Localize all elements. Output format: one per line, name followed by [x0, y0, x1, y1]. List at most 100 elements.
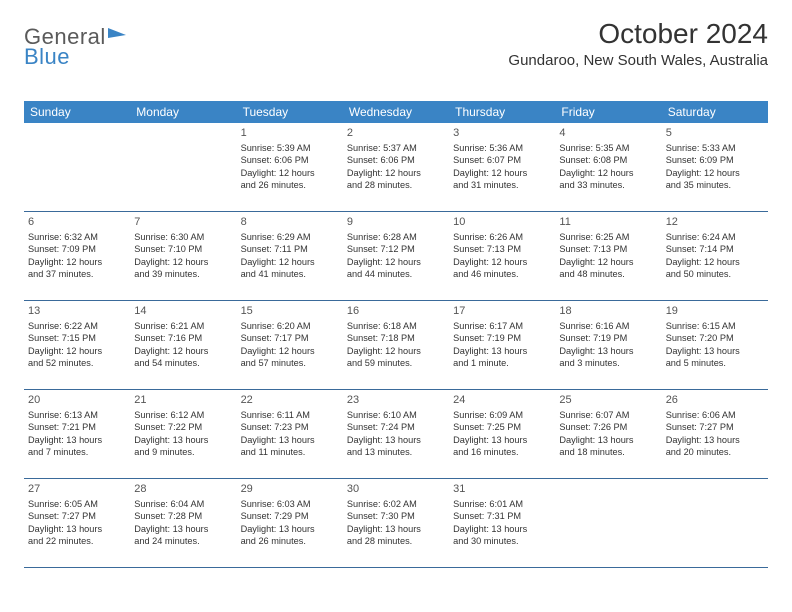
day-number: 7 — [134, 215, 232, 230]
day-info-line: Sunrise: 6:21 AM — [134, 320, 232, 332]
day-info-line: Daylight: 13 hours — [28, 523, 126, 535]
dow-header: Friday — [555, 101, 661, 123]
dow-header: Wednesday — [343, 101, 449, 123]
day-cell: 25Sunrise: 6:07 AMSunset: 7:26 PMDayligh… — [555, 390, 661, 478]
day-info-line: Sunset: 7:29 PM — [241, 510, 339, 522]
day-info-line: Sunrise: 6:16 AM — [559, 320, 657, 332]
day-info-line: Sunset: 7:10 PM — [134, 243, 232, 255]
day-info-line: Daylight: 13 hours — [347, 523, 445, 535]
day-number: 25 — [559, 393, 657, 408]
day-cell: 12Sunrise: 6:24 AMSunset: 7:14 PMDayligh… — [662, 212, 768, 300]
day-info-line: and 52 minutes. — [28, 357, 126, 369]
day-info-line: and 39 minutes. — [134, 268, 232, 280]
day-cell: 8Sunrise: 6:29 AMSunset: 7:11 PMDaylight… — [237, 212, 343, 300]
day-info-line: Sunrise: 6:02 AM — [347, 498, 445, 510]
day-info-line: and 46 minutes. — [453, 268, 551, 280]
day-info-line: Daylight: 12 hours — [134, 256, 232, 268]
day-info-line: and 16 minutes. — [453, 446, 551, 458]
day-info-line: Sunrise: 6:06 AM — [666, 409, 764, 421]
day-info-line: Sunset: 7:15 PM — [28, 332, 126, 344]
logo-triangle-icon — [108, 28, 126, 38]
day-info-line: and 57 minutes. — [241, 357, 339, 369]
day-cell: 4Sunrise: 5:35 AMSunset: 6:08 PMDaylight… — [555, 123, 661, 211]
day-info-line: and 37 minutes. — [28, 268, 126, 280]
day-info-line: Sunset: 7:18 PM — [347, 332, 445, 344]
day-info-line: Daylight: 12 hours — [241, 167, 339, 179]
day-number: 12 — [666, 215, 764, 230]
day-info-line: Daylight: 12 hours — [666, 256, 764, 268]
day-cell: 27Sunrise: 6:05 AMSunset: 7:27 PMDayligh… — [24, 479, 130, 567]
day-number: 1 — [241, 126, 339, 141]
day-info-line: and 33 minutes. — [559, 179, 657, 191]
week-row: 13Sunrise: 6:22 AMSunset: 7:15 PM Dayligh… — [24, 301, 768, 390]
day-number: 19 — [666, 304, 764, 319]
day-cell — [662, 479, 768, 567]
day-info-line: Daylight: 13 hours — [134, 523, 232, 535]
day-info-line: Sunset: 6:08 PM — [559, 154, 657, 166]
day-number: 3 — [453, 126, 551, 141]
day-info-line: Daylight: 13 hours — [453, 434, 551, 446]
day-info-line: Sunrise: 5:37 AM — [347, 142, 445, 154]
day-info-line: Daylight: 13 hours — [666, 345, 764, 357]
day-info-line: Sunrise: 6:24 AM — [666, 231, 764, 243]
day-info-line: Daylight: 13 hours — [28, 434, 126, 446]
day-number: 9 — [347, 215, 445, 230]
day-info-line: Sunrise: 6:13 AM — [28, 409, 126, 421]
logo-line2: Blue — [24, 44, 70, 70]
day-cell: 16Sunrise: 6:18 AMSunset: 7:18 PMDayligh… — [343, 301, 449, 389]
day-info-line: Sunset: 7:21 PM — [28, 421, 126, 433]
day-info-line: Sunset: 6:06 PM — [241, 154, 339, 166]
day-number: 22 — [241, 393, 339, 408]
day-cell: 30Sunrise: 6:02 AMSunset: 7:30 PMDayligh… — [343, 479, 449, 567]
day-info-line: Sunrise: 5:36 AM — [453, 142, 551, 154]
day-info-line: Daylight: 12 hours — [666, 167, 764, 179]
day-info-line: and 54 minutes. — [134, 357, 232, 369]
day-info-line: Sunset: 7:16 PM — [134, 332, 232, 344]
day-info-line: Sunrise: 6:12 AM — [134, 409, 232, 421]
day-info-line: Daylight: 13 hours — [453, 345, 551, 357]
day-cell: 23Sunrise: 6:10 AMSunset: 7:24 PMDayligh… — [343, 390, 449, 478]
day-info-line: and 35 minutes. — [666, 179, 764, 191]
day-info-line: and 22 minutes. — [28, 535, 126, 547]
day-info-line: Sunrise: 5:39 AM — [241, 142, 339, 154]
day-info-line: and 28 minutes. — [347, 179, 445, 191]
day-info-line: Sunset: 7:19 PM — [559, 332, 657, 344]
week-row: 1Sunrise: 5:39 AMSunset: 6:06 PMDaylight… — [24, 123, 768, 212]
day-info-line: Sunrise: 6:15 AM — [666, 320, 764, 332]
day-info-line: Sunrise: 6:22 AM — [28, 320, 126, 332]
day-info-line: and 9 minutes. — [134, 446, 232, 458]
day-number: 2 — [347, 126, 445, 141]
day-info-line: and 3 minutes. — [559, 357, 657, 369]
day-info-line: Sunset: 7:25 PM — [453, 421, 551, 433]
day-info-line: and 26 minutes. — [241, 535, 339, 547]
day-info-line: Sunrise: 5:35 AM — [559, 142, 657, 154]
day-info-line: and 48 minutes. — [559, 268, 657, 280]
day-cell: 26Sunrise: 6:06 AMSunset: 7:27 PMDayligh… — [662, 390, 768, 478]
day-number: 8 — [241, 215, 339, 230]
day-cell: 7Sunrise: 6:30 AMSunset: 7:10 PMDaylight… — [130, 212, 236, 300]
day-info-line: Daylight: 13 hours — [241, 523, 339, 535]
day-number: 26 — [666, 393, 764, 408]
day-number: 16 — [347, 304, 445, 319]
day-info-line: and 24 minutes. — [134, 535, 232, 547]
day-cell: 21Sunrise: 6:12 AMSunset: 7:22 PMDayligh… — [130, 390, 236, 478]
day-number: 13 — [28, 304, 126, 319]
day-cell: 11Sunrise: 6:25 AMSunset: 7:13 PMDayligh… — [555, 212, 661, 300]
day-cell: 17Sunrise: 6:17 AMSunset: 7:19 PMDayligh… — [449, 301, 555, 389]
day-info-line: and 59 minutes. — [347, 357, 445, 369]
day-info-line: Sunrise: 6:18 AM — [347, 320, 445, 332]
day-cell: 19Sunrise: 6:15 AMSunset: 7:20 PMDayligh… — [662, 301, 768, 389]
day-cell: 2Sunrise: 5:37 AMSunset: 6:06 PMDaylight… — [343, 123, 449, 211]
day-info-line: Daylight: 12 hours — [241, 256, 339, 268]
week-row: 27Sunrise: 6:05 AMSunset: 7:27 PMDayligh… — [24, 479, 768, 568]
day-info-line: Sunrise: 6:09 AM — [453, 409, 551, 421]
day-info-line: Sunset: 7:27 PM — [28, 510, 126, 522]
day-info-line: Sunrise: 6:01 AM — [453, 498, 551, 510]
day-cell: 28Sunrise: 6:04 AMSunset: 7:28 PMDayligh… — [130, 479, 236, 567]
day-info-line: Sunset: 7:13 PM — [453, 243, 551, 255]
page: General October 2024 Gundaroo, New South… — [0, 0, 792, 568]
day-info-line: Daylight: 12 hours — [453, 256, 551, 268]
day-cell — [555, 479, 661, 567]
day-info-line: Daylight: 12 hours — [559, 167, 657, 179]
dow-header-row: SundayMondayTuesdayWednesdayThursdayFrid… — [24, 101, 768, 123]
